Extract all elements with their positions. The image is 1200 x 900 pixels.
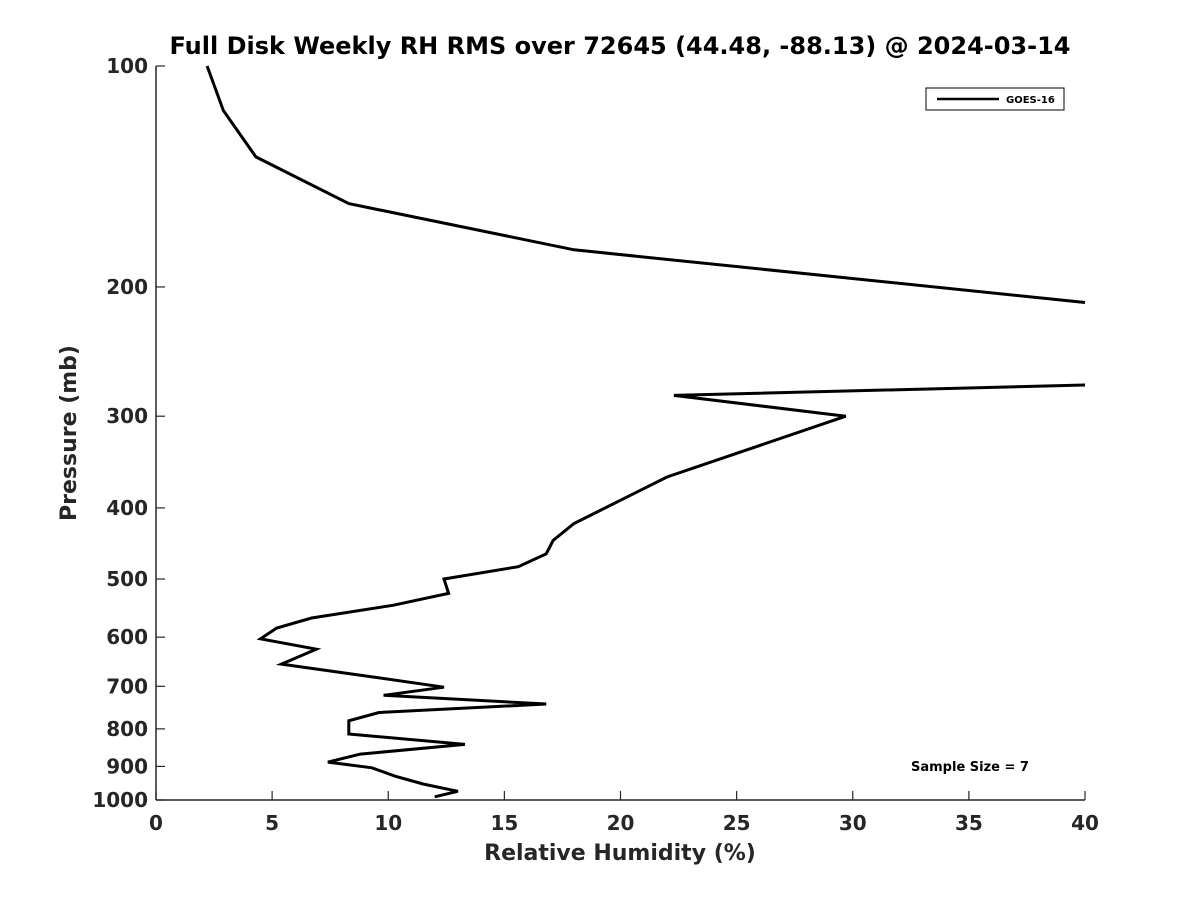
y-axis-label: Pressure (mb) (57, 345, 82, 521)
x-tick-label: 5 (265, 811, 279, 835)
x-tick-label: 10 (374, 811, 402, 835)
y-tick-label: 200 (106, 275, 148, 299)
y-tick-label: 700 (106, 674, 148, 698)
sample-size-annotation: Sample Size = 7 (911, 760, 1029, 775)
y-tick-label: 400 (106, 496, 148, 520)
x-tick-label: 20 (607, 811, 635, 835)
series-line-goes-16 (256, 383, 1086, 799)
y-tick-label: 600 (106, 625, 148, 649)
y-tick-label: 500 (106, 567, 148, 591)
x-tick-label: 0 (149, 811, 163, 835)
chart-title: Full Disk Weekly RH RMS over 72645 (44.4… (169, 32, 1070, 60)
x-tick-label: 15 (490, 811, 518, 835)
y-tick-label: 900 (106, 754, 148, 778)
ticks: 0 5 10 15 20 25 30 35 40 100 200 300 400 500 600 700 800… (92, 54, 1099, 835)
series-group (205, 65, 1086, 799)
legend-label-goes-16: GOES-16 (1006, 95, 1055, 106)
y-tick-label: 1000 (92, 788, 148, 812)
y-tick-label: 100 (106, 54, 148, 78)
x-tick-label: 25 (723, 811, 751, 835)
x-tick-label: 30 (839, 811, 867, 835)
legend: GOES-16 (925, 87, 1065, 111)
y-tick-label: 800 (106, 717, 148, 741)
series-line-goes-16 (205, 65, 1086, 304)
x-tick-label: 35 (955, 811, 983, 835)
x-tick-label: 40 (1071, 811, 1099, 835)
x-axis-label: Relative Humidity (%) (484, 841, 756, 866)
y-tick-label: 300 (106, 404, 148, 428)
